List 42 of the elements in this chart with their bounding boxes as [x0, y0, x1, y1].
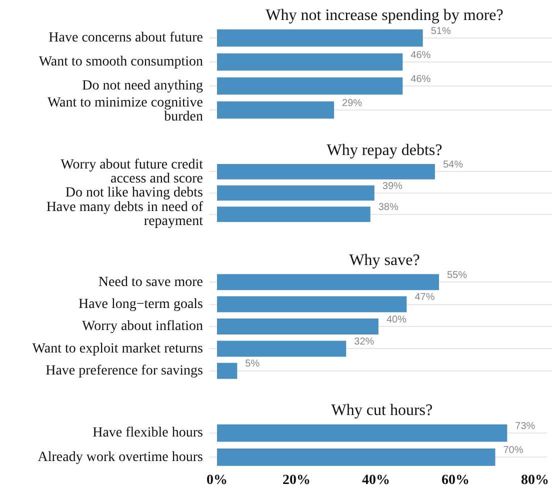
y-tick-label: Do not need anything [82, 78, 203, 94]
y-tick-label: Already work overtime hours [38, 450, 203, 465]
bar [217, 318, 378, 334]
chart-title: Why cut hours? [331, 402, 433, 419]
y-tick-label: Want to exploit market returns [32, 341, 203, 356]
y-tick-label: Want to minimize cognitive burden [47, 96, 203, 125]
y-tick-label: Do not like having debts [65, 186, 203, 201]
y-tick-label: Worry about future credit access and score [60, 157, 204, 186]
data-label: 70% [503, 444, 524, 456]
x-tick-label: 20% [282, 473, 310, 488]
bar [217, 362, 238, 379]
chart-title: Why repay debts? [326, 142, 442, 159]
bar [217, 274, 439, 290]
data-label: 39% [382, 180, 403, 192]
y-tick-label: Have many debts in need of repayment [46, 200, 204, 230]
bar [217, 296, 407, 312]
data-label: 73% [515, 420, 536, 432]
x-tick-label: 60% [442, 473, 470, 488]
data-label: 29% [342, 98, 362, 109]
y-tick-label: Have long−term goals [78, 296, 203, 312]
data-label: 46% [410, 74, 431, 85]
y-tick-label: Worry about inflation [82, 319, 203, 334]
data-label: 32% [354, 336, 374, 348]
y-tick-label: Want to smooth consumption [38, 54, 203, 70]
x-tick-label: 40% [362, 473, 390, 488]
data-label: 51% [430, 26, 451, 37]
y-tick-label: Have flexible hours [92, 426, 203, 441]
data-label: 55% [446, 270, 468, 281]
y-tick-label: Have preference for savings [46, 364, 203, 379]
data-label: 47% [414, 292, 435, 304]
x-tick-label: 80% [521, 473, 549, 488]
chart-title: Why save? [349, 252, 420, 269]
chart-title: Why not increase spending by more? [266, 7, 504, 24]
data-label: 46% [410, 50, 431, 61]
bar [217, 340, 346, 357]
y-tick-label: Have concerns about future [48, 30, 203, 46]
data-label: 40% [386, 314, 407, 326]
y-tick-label: Need to save more [98, 274, 203, 290]
x-tick-label: 0% [206, 473, 228, 488]
data-label: 54% [442, 159, 464, 170]
data-label: 5% [245, 358, 260, 370]
data-label: 38% [378, 202, 398, 214]
